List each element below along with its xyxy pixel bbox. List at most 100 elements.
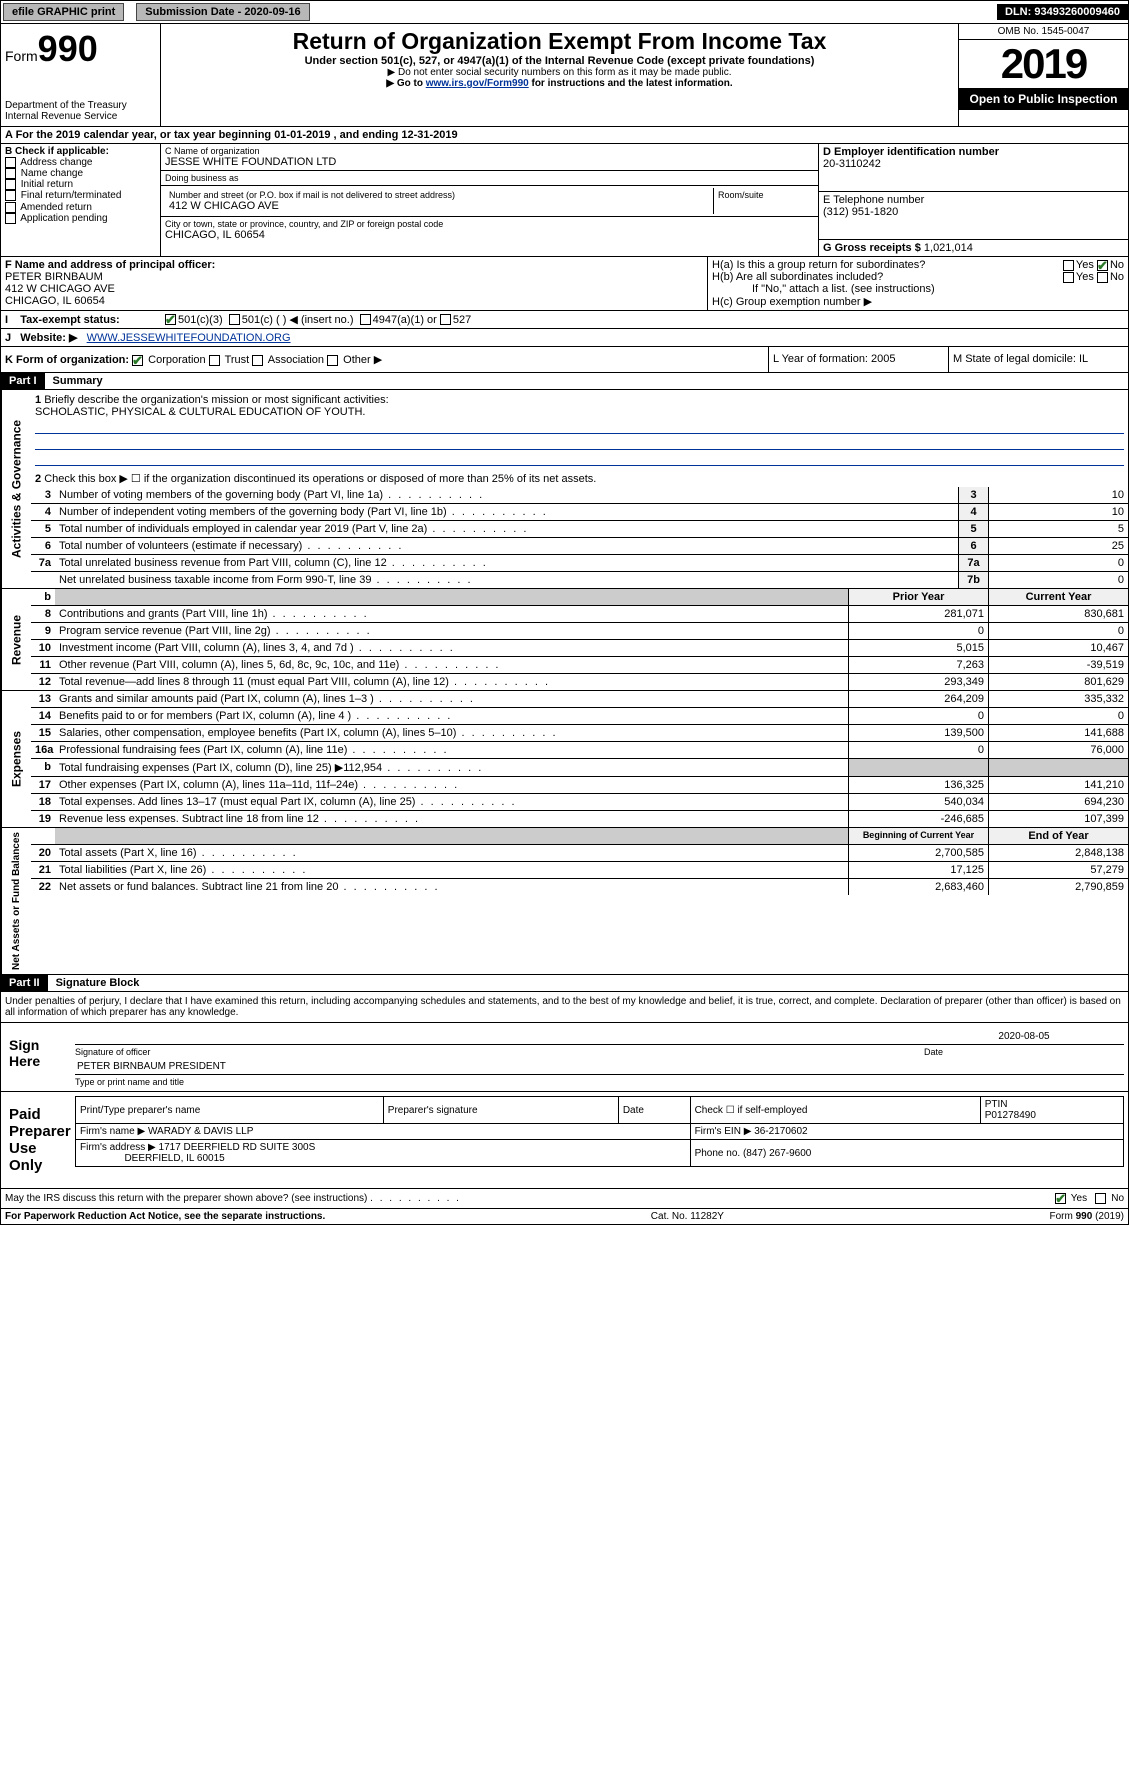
form-header: Form990 Department of the Treasury Inter… (0, 24, 1129, 127)
501c3-checkbox[interactable] (165, 314, 176, 325)
revenue-section: Revenue b Prior YearCurrent Year 8Contri… (0, 589, 1129, 691)
perjury-statement: Under penalties of perjury, I declare th… (0, 992, 1129, 1023)
box-b: B Check if applicable: Address change Na… (1, 144, 161, 256)
top-bar: efile GRAPHIC print Submission Date - 20… (0, 0, 1129, 24)
efile-button[interactable]: efile GRAPHIC print (3, 3, 124, 21)
summary-row: 14Benefits paid to or for members (Part … (31, 708, 1128, 725)
footer: For Paperwork Reduction Act Notice, see … (0, 1209, 1129, 1225)
dept-treasury: Department of the Treasury (5, 100, 156, 111)
dln: DLN: 93493260009460 (997, 4, 1128, 20)
summary-row: 15Salaries, other compensation, employee… (31, 725, 1128, 742)
signature-line[interactable] (75, 1029, 924, 1045)
summary-row: 7aTotal unrelated business revenue from … (31, 555, 1128, 572)
summary-row: 18Total expenses. Add lines 13–17 (must … (31, 794, 1128, 811)
discuss-row: May the IRS discuss this return with the… (0, 1189, 1129, 1209)
sign-date: 2020-08-05 (924, 1029, 1124, 1045)
box-b-option[interactable]: Amended return (5, 202, 156, 213)
ha-yes-checkbox[interactable] (1063, 260, 1074, 271)
summary-row: 20Total assets (Part X, line 16)2,700,58… (31, 845, 1128, 862)
city-state-zip: CHICAGO, IL 60654 (165, 229, 814, 241)
subtitle-1: Under section 501(c), 527, or 4947(a)(1)… (165, 55, 954, 67)
revenue-label: Revenue (1, 589, 31, 690)
box-b-option[interactable]: Final return/terminated (5, 190, 156, 201)
mission-text: SCHOLASTIC, PHYSICAL & CULTURAL EDUCATIO… (35, 406, 365, 418)
summary-row: 6Total number of volunteers (estimate if… (31, 538, 1128, 555)
officer-name: PETER BIRNBAUM (5, 271, 703, 283)
state-domicile: M State of legal domicile: IL (948, 347, 1128, 372)
row-i: I Tax-exempt status: 501(c)(3) 501(c) ( … (0, 311, 1129, 329)
trust-checkbox[interactable] (209, 355, 220, 366)
summary-row: Net unrelated business taxable income fr… (31, 572, 1128, 588)
preparer-phone: (847) 267-9600 (743, 1148, 811, 1159)
tax-year: 2019 (959, 40, 1128, 88)
box-f: F Name and address of principal officer:… (1, 257, 708, 310)
street-address: 412 W CHICAGO AVE (169, 200, 709, 212)
ptin: P01278490 (985, 1110, 1036, 1121)
form-title: Return of Organization Exempt From Incom… (165, 28, 954, 55)
box-b-option[interactable]: Name change (5, 168, 156, 179)
subtitle-3: ▶ Go to www.irs.gov/Form990 for instruct… (165, 78, 954, 89)
dept-irs: Internal Revenue Service (5, 111, 156, 122)
row-j: J Website: ▶ WWW.JESSEWHITEFOUNDATION.OR… (0, 329, 1129, 347)
line-a: A For the 2019 calendar year, or tax yea… (0, 127, 1129, 144)
year-formation: L Year of formation: 2005 (768, 347, 948, 372)
firm-ein: 36-2170602 (754, 1126, 807, 1137)
net-assets-label: Net Assets or Fund Balances (1, 828, 31, 974)
summary-row: 13Grants and similar amounts paid (Part … (31, 691, 1128, 708)
summary-row: 9Program service revenue (Part VIII, lin… (31, 623, 1128, 640)
summary-row: 3Number of voting members of the governi… (31, 487, 1128, 504)
firm-name: WARADY & DAVIS LLP (148, 1126, 253, 1137)
summary-row: 11Other revenue (Part VIII, column (A), … (31, 657, 1128, 674)
subtitle-2: ▶ Do not enter social security numbers o… (165, 67, 954, 78)
irs-link[interactable]: www.irs.gov/Form990 (426, 78, 529, 89)
phone: (312) 951-1820 (823, 206, 1124, 218)
summary-row: 10Investment income (Part VIII, column (… (31, 640, 1128, 657)
net-assets-section: Net Assets or Fund Balances Beginning of… (0, 828, 1129, 975)
preparer-table: Print/Type preparer's namePreparer's sig… (75, 1096, 1124, 1167)
website-link[interactable]: WWW.JESSEWHITEFOUNDATION.ORG (87, 332, 291, 344)
discuss-yes-checkbox[interactable] (1055, 1193, 1066, 1204)
other-checkbox[interactable] (327, 355, 338, 366)
paid-preparer-section: Paid Preparer Use Only Print/Type prepar… (0, 1092, 1129, 1189)
omb-number: OMB No. 1545-0047 (959, 24, 1128, 40)
summary-row: 16aProfessional fundraising fees (Part I… (31, 742, 1128, 759)
summary-row: 19Revenue less expenses. Subtract line 1… (31, 811, 1128, 827)
governance-section: Activities & Governance 1 Briefly descri… (0, 390, 1129, 589)
summary-row: 17Other expenses (Part IX, column (A), l… (31, 777, 1128, 794)
summary-row: 12Total revenue—add lines 8 through 11 (… (31, 674, 1128, 690)
assoc-checkbox[interactable] (252, 355, 263, 366)
box-d-e-g: D Employer identification number20-31102… (818, 144, 1128, 256)
box-b-option[interactable]: Initial return (5, 179, 156, 190)
corp-checkbox[interactable] (132, 355, 143, 366)
ha-no-checkbox[interactable] (1097, 260, 1108, 271)
summary-row: 8Contributions and grants (Part VIII, li… (31, 606, 1128, 623)
expenses-label: Expenses (1, 691, 31, 827)
submission-date: Submission Date - 2020-09-16 (136, 3, 309, 21)
row-k: K Form of organization: Corporation Trus… (0, 347, 1129, 373)
open-to-public: Open to Public Inspection (959, 88, 1128, 110)
section-b-to-g: B Check if applicable: Address change Na… (0, 144, 1129, 257)
box-b-option[interactable]: Address change (5, 157, 156, 168)
ein: 20-3110242 (823, 158, 1124, 170)
box-c: C Name of organizationJESSE WHITE FOUNDA… (161, 144, 818, 256)
section-f-h: F Name and address of principal officer:… (0, 257, 1129, 311)
governance-label: Activities & Governance (1, 390, 31, 588)
discuss-no-checkbox[interactable] (1095, 1193, 1106, 1204)
summary-row: 4Number of independent voting members of… (31, 504, 1128, 521)
summary-row: bTotal fundraising expenses (Part IX, co… (31, 759, 1128, 777)
part-2-header: Part IISignature Block (0, 975, 1129, 992)
hb-no-checkbox[interactable] (1097, 272, 1108, 283)
box-h: H(a) Is this a group return for subordin… (708, 257, 1128, 310)
summary-row: 5Total number of individuals employed in… (31, 521, 1128, 538)
501c-checkbox[interactable] (229, 314, 240, 325)
hb-yes-checkbox[interactable] (1063, 272, 1074, 283)
gross-receipts: 1,021,014 (924, 242, 973, 254)
part-1-header: Part ISummary (0, 373, 1129, 390)
4947-checkbox[interactable] (360, 314, 371, 325)
form-number: Form990 (5, 28, 156, 70)
527-checkbox[interactable] (440, 314, 451, 325)
box-b-option[interactable]: Application pending (5, 213, 156, 224)
org-name: JESSE WHITE FOUNDATION LTD (165, 156, 814, 168)
summary-row: 21Total liabilities (Part X, line 26)17,… (31, 862, 1128, 879)
sign-here-section: Sign Here 2020-08-05 Signature of office… (0, 1023, 1129, 1092)
